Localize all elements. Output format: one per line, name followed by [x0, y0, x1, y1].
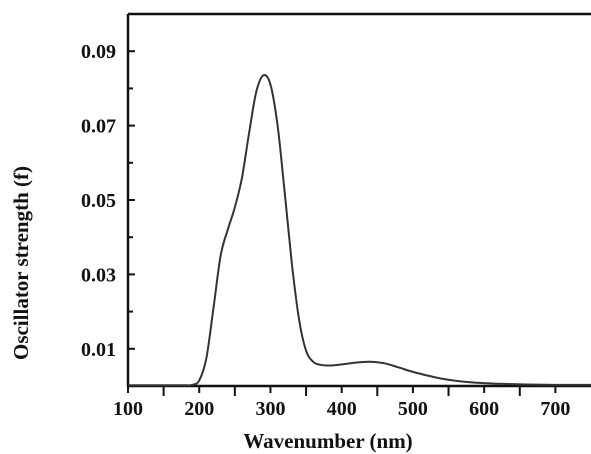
series-layer: [128, 74, 591, 387]
x-tick-label: 700: [540, 398, 570, 420]
y-tick-label: 0.01: [81, 339, 116, 361]
x-tick-label: 100: [113, 398, 143, 420]
y-axis-title: Oscillator strength (f): [9, 166, 33, 360]
x-tick-label: 200: [184, 398, 214, 420]
x-tick-label: 600: [469, 398, 499, 420]
x-axis-title: Wavenumber (nm): [243, 429, 412, 453]
series-line: [128, 74, 591, 387]
y-tick-label: 0.09: [81, 41, 116, 63]
x-tick-label: 500: [398, 398, 428, 420]
y-axis-ticks: 0.01 0.03 0.05 0.07 0.09: [81, 13, 135, 361]
y-tick-label: 0.07: [81, 116, 116, 138]
y-tick-label: 0.05: [81, 190, 116, 212]
x-tick-label: 300: [255, 398, 285, 420]
plot-frame: [126, 12, 591, 388]
y-tick-label: 0.03: [81, 264, 116, 286]
x-axis-ticks: 100 200 300 400 500 600 700: [113, 386, 570, 420]
x-tick-label: 400: [327, 398, 357, 420]
